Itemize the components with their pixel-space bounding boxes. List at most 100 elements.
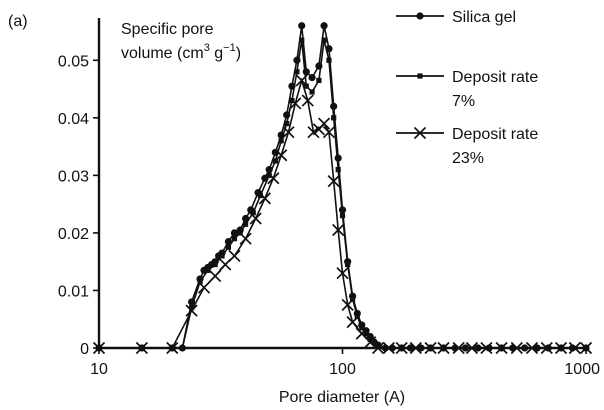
legend-label: Deposit rate xyxy=(452,69,538,86)
data-point-cross xyxy=(267,172,280,185)
legend-label: Silica gel xyxy=(452,9,516,26)
data-point-cross xyxy=(327,175,340,188)
data-point-square xyxy=(367,336,373,342)
data-point-cross xyxy=(135,341,148,355)
data-point-square xyxy=(417,73,423,79)
data-point-cross xyxy=(480,341,493,355)
y-axis-label-line2: volume (cm3 g−1) xyxy=(121,42,241,62)
data-point-cross xyxy=(452,341,465,355)
y-tick-label: 0.01 xyxy=(58,283,89,300)
series-cross xyxy=(92,74,593,355)
data-point-square xyxy=(363,331,369,337)
series-line xyxy=(99,39,586,349)
data-point-cross xyxy=(295,74,308,87)
data-point-square xyxy=(243,221,249,227)
data-point-square xyxy=(250,210,256,216)
data-point-cross xyxy=(424,341,437,355)
axes xyxy=(97,18,586,350)
x-tick-label: 100 xyxy=(329,361,356,378)
data-point-cross xyxy=(185,304,198,317)
x-tick-label: 10 xyxy=(90,361,108,378)
data-point-cross xyxy=(317,117,331,130)
data-point-cross xyxy=(249,212,262,225)
x-tick-label: 1000 xyxy=(564,361,600,378)
data-point-cross xyxy=(495,341,508,355)
data-point-cross xyxy=(289,97,302,110)
data-point-cross xyxy=(540,341,553,355)
data-point-cross xyxy=(332,223,345,237)
data-point-cross xyxy=(209,269,222,283)
y-axis-label-prefix: volume (cm xyxy=(121,45,204,62)
data-point-square xyxy=(359,325,365,331)
legend-label: 7% xyxy=(452,93,475,110)
data-point-cross xyxy=(92,341,106,355)
data-point-cross xyxy=(197,281,211,294)
data-point-circle xyxy=(224,237,233,246)
data-point-square xyxy=(188,305,195,311)
y-axis-label-line1: Specific pore xyxy=(121,21,214,38)
data-point-cross xyxy=(465,341,479,355)
data-point-square xyxy=(212,261,218,268)
data-point-cross xyxy=(336,267,349,280)
legend: Silica gel Deposit rate 7% Deposit rate 23% xyxy=(396,9,538,167)
legend-label: Deposit rate xyxy=(452,126,538,143)
data-point-square xyxy=(205,267,211,273)
y-tick-label: 0.03 xyxy=(58,168,89,185)
y-axis-label-sup1: 3 xyxy=(204,42,210,54)
data-point-cross xyxy=(413,126,427,140)
data-point-square xyxy=(331,115,337,121)
data-point-square xyxy=(335,167,341,173)
data-point-circle xyxy=(230,229,239,237)
panel-label: (a) xyxy=(8,13,28,30)
y-axis-label-suffix: ) xyxy=(236,45,241,62)
data-point-cross xyxy=(579,341,593,355)
data-point-square xyxy=(284,120,290,127)
data-point-circle xyxy=(298,22,306,30)
data-point-square xyxy=(278,138,284,144)
data-point-square xyxy=(316,77,322,84)
data-point-square xyxy=(225,244,232,250)
data-point-square xyxy=(309,89,315,95)
data-point-cross xyxy=(409,341,422,355)
data-point-square xyxy=(231,236,238,242)
data-point-square xyxy=(345,261,351,268)
y-axis-label-sup2: −1 xyxy=(223,42,236,54)
data-point-cross xyxy=(395,341,408,355)
data-point-cross xyxy=(568,341,581,355)
data-point-cross xyxy=(382,341,395,355)
data-point-cross xyxy=(341,298,354,311)
data-point-circle xyxy=(308,73,316,82)
data-point-circle xyxy=(302,68,310,76)
data-point-cross xyxy=(322,126,336,139)
y-tick-label: 0.05 xyxy=(58,53,89,70)
data-point-cross xyxy=(282,126,295,139)
y-tick-label: 0.02 xyxy=(58,226,89,243)
data-point-square xyxy=(339,213,346,219)
data-point-square xyxy=(237,230,243,236)
data-point-square xyxy=(179,345,185,351)
y-axis-label-mid: g xyxy=(210,45,223,62)
data-point-square xyxy=(197,279,203,285)
data-point-square xyxy=(294,69,300,75)
data-point-cross xyxy=(554,341,568,355)
data-point-circle xyxy=(320,22,328,30)
data-point-cross xyxy=(525,341,539,355)
data-point-square xyxy=(219,253,225,259)
data-point-cross xyxy=(346,316,359,329)
data-point-square xyxy=(272,158,278,164)
data-point-cross xyxy=(364,336,377,349)
data-point-cross xyxy=(239,232,252,245)
data-point-cross xyxy=(166,341,179,355)
data-point-cross xyxy=(275,149,288,162)
data-point-square xyxy=(321,37,327,43)
data-point-cross xyxy=(371,341,385,355)
data-point-square xyxy=(326,57,332,63)
x-axis-label: Pore diameter (A) xyxy=(279,389,405,406)
data-point-cross xyxy=(437,341,450,355)
data-point-square xyxy=(375,342,381,348)
data-point-square xyxy=(257,192,263,199)
y-tick-label: 0.04 xyxy=(58,111,89,128)
data-point-square xyxy=(299,37,305,43)
data-point-circle xyxy=(416,12,424,20)
